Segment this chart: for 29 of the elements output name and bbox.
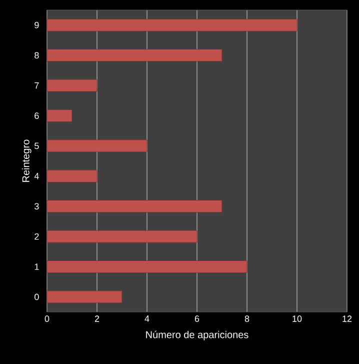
bar — [47, 110, 72, 122]
x-tick-label: 12 — [342, 316, 352, 322]
y-tick-label: 2 — [34, 233, 39, 240]
bar — [47, 170, 98, 182]
x-tick-label: 2 — [94, 316, 100, 322]
y-tick-label: 1 — [34, 264, 39, 270]
bar — [47, 49, 222, 62]
y-tick-label: 8 — [34, 52, 39, 58]
x-tick-label: 6 — [194, 316, 200, 322]
y-tick-label: 0 — [34, 294, 39, 300]
bar — [47, 140, 148, 152]
bar — [47, 230, 198, 243]
y-axis-title: Reintegro — [22, 140, 32, 182]
bar — [47, 18, 298, 32]
y-tick-label: 6 — [34, 112, 39, 119]
x-tick-label: 4 — [144, 316, 150, 322]
bar — [47, 260, 248, 273]
bar — [47, 79, 98, 92]
x-axis-title: Número de apariciones — [146, 330, 248, 340]
y-tick-label: 7 — [34, 82, 39, 89]
x-tick-label: 8 — [244, 316, 250, 322]
x-tick-label: 10 — [292, 316, 302, 322]
bar — [47, 200, 222, 212]
x-tick-label: 0 — [44, 316, 50, 322]
y-tick-label: 4 — [34, 173, 39, 180]
y-tick-label: 3 — [34, 203, 39, 210]
y-tick-label: 9 — [34, 22, 39, 28]
bar — [47, 290, 122, 304]
y-tick-label: 5 — [34, 142, 39, 150]
